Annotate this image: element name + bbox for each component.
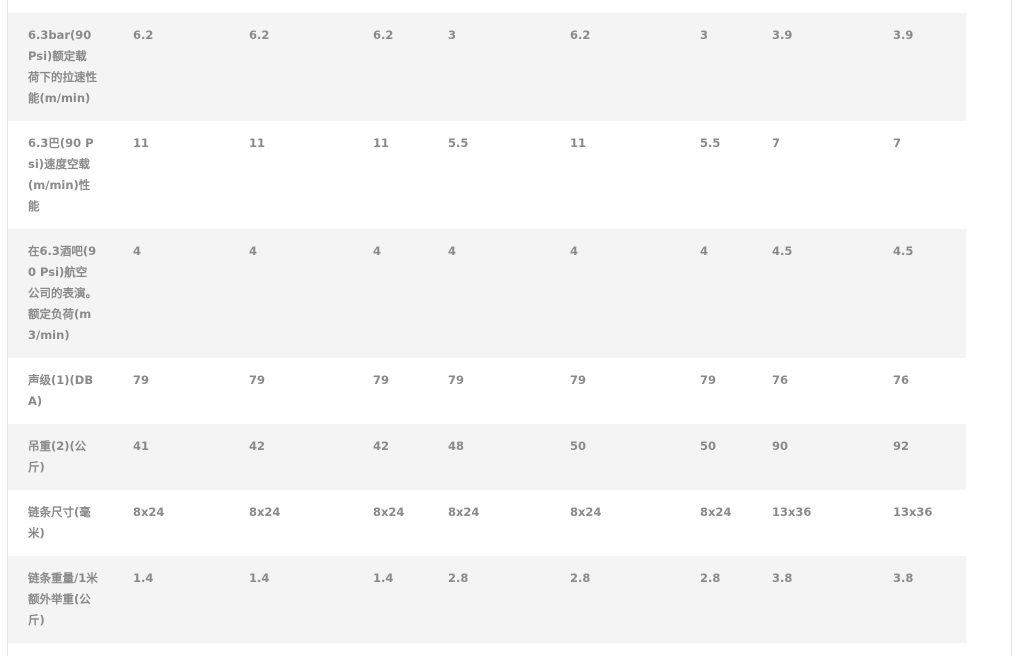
value-cell: 3 — [448, 28, 457, 42]
value-cell: 4 — [133, 244, 142, 258]
row-label-cell: 6.3bar(90 Psi)额定载荷下的拉速性能(m/min) — [8, 13, 133, 121]
value-cell: 7 — [772, 136, 781, 150]
value-cell: 1.4 — [133, 571, 154, 585]
value-cell: 41 — [133, 439, 150, 453]
table-row: 链条重量/1米额外举重(公斤) 1.4 1.4 1.4 2.8 2.8 2.8 3.8 3.8 — [8, 556, 966, 643]
value-cell: 48 — [448, 439, 465, 453]
value-cell: 11 — [133, 136, 150, 150]
table-row: 链条尺寸(毫米) 8x24 8x24 8x24 8x24 8x24 8x24 13x36 13x… — [8, 490, 966, 556]
table-row: 6.3bar(90 Psi)额定载荷下的拉速性能(m/min) 6.2 6.2 6.2… — [8, 13, 966, 121]
row-label: 6.3bar(90 Psi)额定载荷下的拉速性能(m/min) — [28, 28, 97, 105]
value-cell: 8x24 — [448, 505, 480, 519]
value-cell: 92 — [893, 439, 910, 453]
value-cell: 6.2 — [133, 28, 154, 42]
row-label-cell: 6.3巴(90 Psi)速度空载(m/min)性能 — [8, 121, 133, 229]
row-label: 声级(1)(DBA) — [28, 373, 94, 408]
row-label: 在6.3酒吧(90 Psi)航空公司的表演。额定负荷(m3/min) — [28, 244, 97, 342]
row-label-cell: 吊重(2)(公斤) — [8, 424, 133, 490]
table-row: 在6.3酒吧(90 Psi)航空公司的表演。额定负荷(m3/min) 4 4 4 4 4 4… — [8, 229, 966, 358]
row-label-cell: 链条尺寸(毫米) — [8, 490, 133, 556]
value-cell: 11 — [249, 136, 266, 150]
value-cell: 5.5 — [448, 136, 469, 150]
value-cell: 11 — [570, 136, 587, 150]
value-cell: 79 — [700, 373, 717, 387]
row-label: 链条重量/1米额外举重(公斤) — [28, 571, 98, 627]
value-cell: 3.8 — [893, 571, 914, 585]
value-cell: 6.2 — [373, 28, 394, 42]
value-cell: 4.5 — [772, 244, 793, 258]
value-cell: 76 — [893, 373, 910, 387]
value-cell: 79 — [570, 373, 587, 387]
left-border — [7, 0, 8, 656]
value-cell: 79 — [373, 373, 390, 387]
value-cell: 79 — [249, 373, 266, 387]
value-cell: 79 — [448, 373, 465, 387]
row-label-cell: 在6.3酒吧(90 Psi)航空公司的表演。额定负荷(m3/min) — [8, 229, 133, 358]
value-cell: 50 — [570, 439, 587, 453]
row-label-cell: 链条重量/1米额外举重(公斤) — [8, 556, 133, 643]
value-cell: 79 — [133, 373, 150, 387]
row-label: 链条尺寸(毫米) — [28, 505, 91, 540]
specs-table: 6.3bar(90 Psi)额定载荷下的拉速性能(m/min) 6.2 6.2 6.2… — [8, 13, 966, 643]
row-label: 6.3巴(90 Psi)速度空载(m/min)性能 — [28, 136, 94, 213]
value-cell: 4 — [570, 244, 579, 258]
value-cell: 4 — [373, 244, 382, 258]
table-row: 声级(1)(DBA) 79 79 79 79 79 79 76 76 — [8, 358, 966, 424]
table-row: 6.3巴(90 Psi)速度空载(m/min)性能 11 11 11 5.5 11 5.5 7… — [8, 121, 966, 229]
value-cell: 42 — [249, 439, 266, 453]
value-cell: 2.8 — [570, 571, 591, 585]
value-cell: 4 — [700, 244, 709, 258]
value-cell: 11 — [373, 136, 390, 150]
value-cell: 3.8 — [772, 571, 793, 585]
value-cell: 13x36 — [893, 505, 933, 519]
value-cell: 42 — [373, 439, 390, 453]
value-cell: 8x24 — [373, 505, 405, 519]
value-cell: 50 — [700, 439, 717, 453]
value-cell: 1.4 — [249, 571, 270, 585]
value-cell: 5.5 — [700, 136, 721, 150]
value-cell: 8x24 — [570, 505, 602, 519]
value-cell: 4 — [448, 244, 457, 258]
value-cell: 1.4 — [373, 571, 394, 585]
value-cell: 2.8 — [700, 571, 721, 585]
value-cell: 76 — [772, 373, 789, 387]
value-cell: 3.9 — [893, 28, 914, 42]
row-label: 吊重(2)(公斤) — [28, 439, 87, 474]
scrollbar-track[interactable] — [1011, 0, 1012, 656]
value-cell: 8x24 — [133, 505, 165, 519]
value-cell: 4 — [249, 244, 258, 258]
value-cell: 2.8 — [448, 571, 469, 585]
value-cell: 8x24 — [249, 505, 281, 519]
value-cell: 3.9 — [772, 28, 793, 42]
row-label-cell: 声级(1)(DBA) — [8, 358, 133, 424]
value-cell: 3 — [700, 28, 709, 42]
value-cell: 6.2 — [570, 28, 591, 42]
value-cell: 6.2 — [249, 28, 270, 42]
value-cell: 13x36 — [772, 505, 812, 519]
table-row: 吊重(2)(公斤) 41 42 42 48 50 50 90 92 — [8, 424, 966, 490]
value-cell: 4.5 — [893, 244, 914, 258]
value-cell: 8x24 — [700, 505, 732, 519]
value-cell: 90 — [772, 439, 789, 453]
value-cell: 7 — [893, 136, 902, 150]
